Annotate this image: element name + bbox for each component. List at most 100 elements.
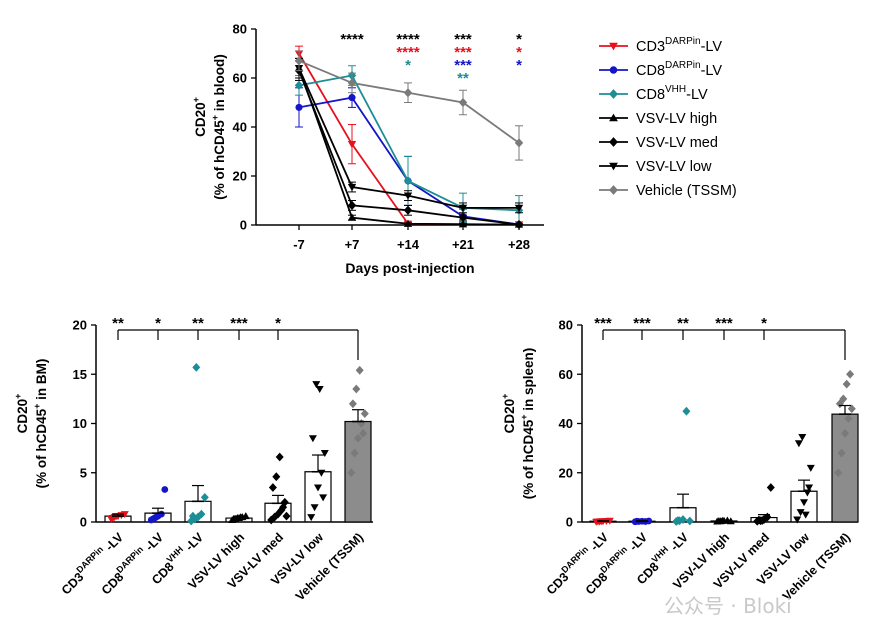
blood-data-point [347,183,357,192]
blood-significance-stars: *** [454,57,472,74]
spleen-y-axis-title-line2-a: (% of hCD45 [521,419,536,499]
spleen-y-axis-title-line2-sup: + [519,414,529,419]
bm-y-axis-title: CD20+(% of hCD45+ in BM) [13,359,49,489]
bm-data-point [275,452,284,462]
blood-significance-stars: **** [340,31,364,48]
blood-y-tick-label: 20 [233,169,247,184]
bm-sig-stars: *** [230,315,248,332]
bm-data-point [354,433,362,443]
spleen-data-point [793,516,802,524]
blood-data-point [347,78,357,88]
bm-sig-stars: ** [192,315,204,332]
legend-entry: CD8DARPin-LV [636,60,722,79]
spleen-data-point [766,483,775,492]
spleen-data-point [847,404,856,414]
spleen-y-axis-title-line2-b: in spleen) [521,348,536,415]
bm-y-axis-title-line2: (% of hCD45+ in BM) [32,359,49,489]
bm-data-point [355,365,364,375]
blood-data-point [458,220,468,228]
spleen-data-point [801,511,810,519]
bm-data-point [320,450,329,458]
spleen-y-axis-title-line1-main: CD20 [502,399,517,434]
bm-category-tail: -LV [140,530,166,556]
legend-entry-main: CD3 [636,39,665,55]
blood-y-axis-title-line2: (% of hCD45+ in blood) [210,54,227,200]
bm-data-point [200,492,209,502]
spleen-data-point [679,515,687,524]
spleen-y-axis-title-line1-sup: + [500,394,510,399]
spleen-y-axis-title-line1: CD20+ [500,394,517,434]
spleen-data-point [805,484,814,492]
spleen-category-sup: DARPin [559,544,590,575]
legend-entry: CD8VHH-LV [636,84,708,103]
spleen-data-point [846,369,855,379]
spleen-y-tick-label: 40 [559,416,573,431]
bm-y-tick-label: 5 [80,465,87,480]
blood-significance-stars: * [516,44,522,61]
bm-data-point [312,381,321,389]
spleen-data-point [806,464,815,472]
spleen-category-tail: -LV [624,530,650,556]
blood-series [294,50,524,161]
bm-data-point [348,399,357,409]
bm-data-point [161,486,169,493]
blood-data-point [403,176,413,186]
legend-entry: CD3DARPin-LV [636,36,722,55]
bm-category-sup: DARPin [74,544,105,575]
spleen-category-tail: -LV [585,530,611,556]
legend-marker [609,89,618,99]
spleen-y-tick-label: 60 [559,367,573,382]
blood-y-axis-title-line2-b: in blood) [212,54,227,115]
blood-data-point [347,200,357,211]
bm-data-point [360,409,369,419]
bm-data-point [314,484,322,492]
bm-data-point [352,384,361,394]
bm-data-point [279,502,288,512]
bm-category-tail: -LV [100,530,126,556]
blood-data-point [514,219,524,230]
blood-x-tick-label: +28 [508,237,530,252]
bm-data-point [268,483,277,492]
blood-x-tick-label: +7 [345,237,360,252]
legend-entry: VSV-LV med [636,135,718,151]
blood-significance-stars: * [516,31,522,48]
blood-legend: CD3DARPin-LV CD8DARPin-LV CD8VHH-LV VSV-LV … [599,36,737,199]
bm-data-point [357,419,366,428]
blood-data-point [403,219,413,227]
spleen-data-point [682,406,691,416]
legend-marker [609,42,618,51]
spleen-sig-stars: ** [677,315,689,332]
legend-entry-main: VSV-LV low [636,159,712,175]
bm-y-tick-label: 10 [73,416,87,431]
blood-y-axis-title: CD20+(% of hCD45+ in blood) [191,54,227,200]
legend-entry-sup: DARPin [665,36,701,47]
blood-data-point [458,204,468,213]
legend-entry-main: Vehicle (TSSM) [636,183,737,199]
legend-marker [609,162,618,171]
blood-y-tick-label: 0 [240,218,247,233]
bm-data-point [120,511,129,519]
blood-data-point [514,204,524,213]
blood-chart: 0 20 40 60 80 -7 +7 +14 +21 +28 Days post-injectio… [233,22,737,277]
bm-y-axis-title-line2-b: in BM) [34,359,49,404]
bm-category-main: CD8 [99,570,127,598]
spleen-category-sup: DARPin [598,544,629,575]
blood-data-point [348,94,356,102]
spleen-category-main: CD3 [544,570,572,598]
spleen-data-point [842,379,851,389]
bm-y-axis-title-line1-main: CD20 [15,399,30,434]
spleen-data-point [673,516,682,525]
blood-data-point [403,88,413,98]
blood-significance-stars: **** [396,31,420,48]
watermark-text: 公众号 · Bloki [664,594,792,618]
spleen-data-point [800,499,808,507]
blood-data-point [294,56,304,66]
blood-y-axis-title-line2-a: (% of hCD45 [212,120,227,200]
blood-series [294,57,524,214]
spleen-data-point [834,468,843,478]
bm-data-point [188,511,197,521]
spleen-category-label: CD8DARPin -LV [581,528,651,598]
bm-data-point [315,386,324,394]
legend-marker [609,113,618,122]
